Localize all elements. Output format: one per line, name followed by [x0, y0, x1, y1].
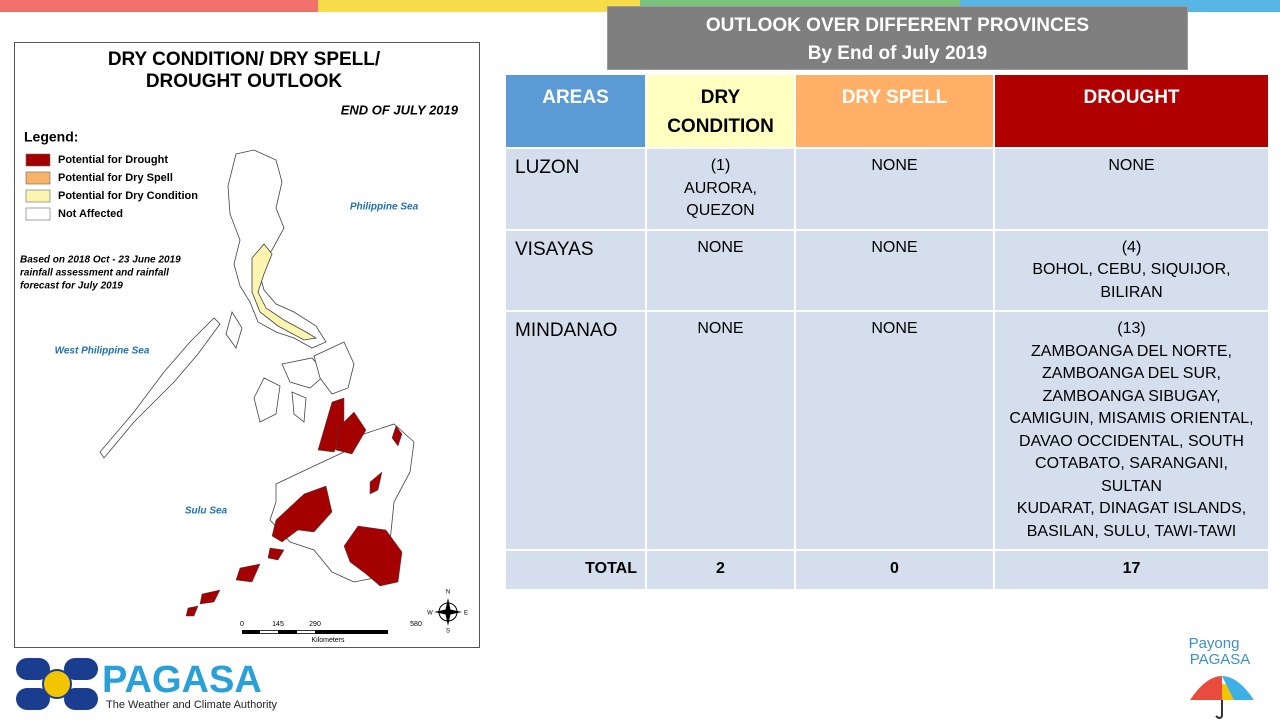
sea-label: West Philippine Sea: [55, 346, 150, 357]
header-cell: DRY SPELL: [794, 73, 995, 149]
map-title: DROUGHT OUTLOOK: [146, 71, 343, 92]
scale-bar: 0 145 290 580 Kilometers: [240, 621, 422, 644]
legend-label: Potential for Drought: [58, 154, 168, 166]
stripe: [0, 0, 318, 12]
legend-swatch: [25, 207, 51, 221]
map-subtitle: END OF JULY 2019: [341, 102, 459, 117]
area-cell: MINDANAO: [504, 310, 647, 551]
table-cell: NONE: [993, 147, 1270, 231]
table-row: MINDANAO NONE NONE (13) ZAMBOANGA DEL NORTE…: [504, 310, 1270, 551]
logo-name: PAGASA: [102, 659, 262, 701]
table-cell: NONE: [645, 310, 796, 551]
compass-label: E: [464, 611, 468, 617]
cebu: [291, 391, 307, 423]
table-row: LUZON (1) AURORA, QUEZON NONE NONE: [504, 147, 1270, 231]
total-row: TOTAL 2 0 17: [504, 549, 1270, 591]
scale-label: 145: [272, 621, 284, 628]
palawan: [99, 317, 221, 459]
table-cell: NONE: [794, 310, 995, 551]
title-line: OUTLOOK OVER DIFFERENT PROVINCES: [705, 15, 1090, 36]
brand-text: PAGASA: [1190, 651, 1251, 668]
legend-label: Potential for Dry Spell: [58, 172, 173, 184]
legend-swatch: [25, 171, 51, 185]
area-cell: LUZON: [504, 147, 647, 231]
map-frame: [14, 42, 480, 648]
luzon: [227, 149, 327, 349]
sea-label: Philippine Sea: [350, 202, 419, 213]
table-cell: (4) BOHOL, CEBU, SIQUIJOR, BILIRAN: [993, 228, 1270, 312]
compass-label: S: [446, 629, 450, 635]
mindoro: [225, 311, 243, 349]
legend-swatch: [25, 189, 51, 203]
map-note: forecast for July 2019: [20, 281, 123, 292]
logo-tagline: The Weather and Climate Authority: [106, 699, 277, 711]
drought-areas: [185, 397, 403, 617]
compass: N E S W: [427, 590, 468, 635]
samar: [313, 341, 355, 395]
samar-panay: [281, 357, 327, 389]
total-cell: 17: [993, 549, 1270, 591]
map-note: rainfall assessment and rainfall: [20, 268, 169, 279]
scale-label: 0: [240, 621, 244, 628]
total-cell: 0: [794, 549, 995, 591]
table-cell: (13) ZAMBOANGA DEL NORTE, ZAMBOANGA DEL …: [993, 310, 1270, 551]
header-cell: DROUGHT: [993, 73, 1270, 149]
legend-label: Not Affected: [58, 208, 123, 220]
header-cell: AREAS: [504, 73, 647, 149]
legend-label: Potential for Dry Condition: [58, 190, 198, 202]
map-panel: DRY CONDITION/ DRY SPELL/ DROUGHT OUTLOO…: [14, 42, 480, 648]
pagasa-logo: PAGASA The Weather and Climate Authority: [16, 658, 277, 711]
total-cell: 2: [645, 549, 796, 591]
payong-brand: Payong PAGASA: [1189, 635, 1254, 719]
compass-label: N: [446, 590, 450, 596]
total-label: TOTAL: [504, 549, 647, 591]
dry-condition-area: [251, 243, 318, 341]
scale-unit: Kilometers: [311, 637, 345, 644]
sea-label: Sulu Sea: [185, 506, 228, 517]
title-line: By End of July 2019: [807, 43, 988, 64]
negros: [253, 377, 281, 423]
legend-swatch: [25, 153, 51, 167]
header-cell: DRY CONDITION: [645, 73, 796, 149]
brand-text: Payong: [1189, 635, 1240, 652]
scale-label: 580: [410, 621, 422, 628]
table-row: VISAYAS NONE NONE (4) BOHOL, CEBU, SIQUIJOR…: [504, 228, 1270, 312]
table-cell: NONE: [794, 228, 995, 312]
map-title: DRY CONDITION/ DRY SPELL/: [108, 49, 381, 70]
outlook-table: AREAS DRY CONDITION DRY SPELL DROUGHT LUZON(…: [504, 73, 1270, 591]
table-title: OUTLOOK OVER DIFFERENT PROVINCES By End …: [607, 6, 1188, 70]
legend: Potential for Drought Potential for Dry S…: [25, 153, 198, 221]
table-cell: NONE: [645, 228, 796, 312]
legend-title: Legend:: [24, 129, 78, 145]
map-note: Based on 2018 Oct - 23 June 2019: [20, 255, 181, 266]
header-row: AREAS DRY CONDITION DRY SPELL DROUGHT: [504, 73, 1270, 149]
area-cell: VISAYAS: [504, 228, 647, 312]
table-cell: (1) AURORA, QUEZON: [645, 147, 796, 231]
stripe: [318, 0, 640, 12]
scale-label: 290: [309, 621, 321, 628]
table-cell: NONE: [794, 147, 995, 231]
compass-label: W: [427, 611, 433, 617]
